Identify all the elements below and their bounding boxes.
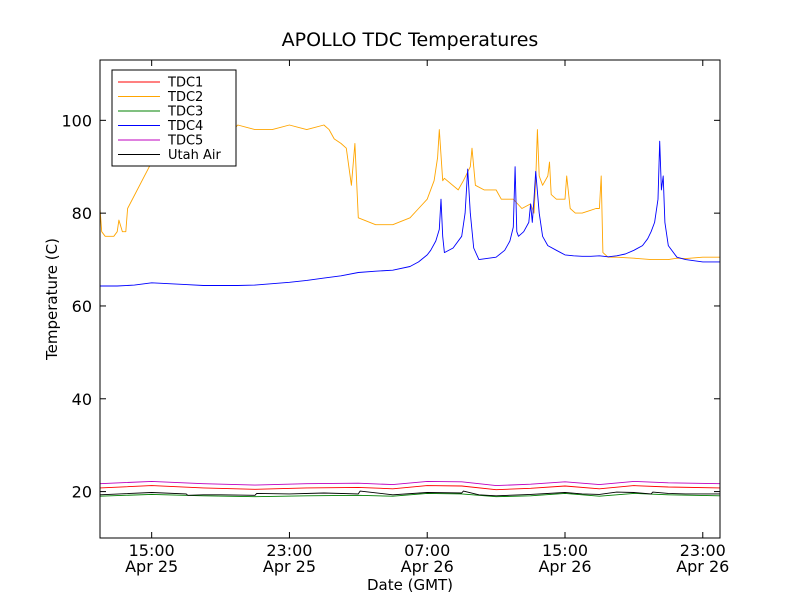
legend-label-tdc5: TDC5: [167, 134, 203, 149]
series-line-tdc1: [99, 485, 721, 491]
x-tick-label-date: Apr 26: [538, 557, 591, 576]
y-tick-label: 100: [61, 111, 92, 130]
y-tick-label: 80: [72, 204, 92, 223]
legend-label-utah-air: Utah Air: [168, 148, 221, 163]
chart-title: APOLLO TDC Temperatures: [282, 29, 539, 51]
y-tick-label: 20: [72, 483, 92, 502]
x-tick-label-date: Apr 25: [263, 557, 316, 576]
x-axis-label: Date (GMT): [367, 576, 453, 594]
x-tick-label-date: Apr 26: [401, 557, 454, 576]
series-line-utah-air: [99, 490, 720, 497]
y-tick-labels: 20 40 60 80 100: [61, 111, 92, 501]
series-layer: [99, 124, 721, 498]
legend-label-tdc2: TDC2: [167, 90, 203, 105]
x-tick-label-time: 15:00: [129, 541, 175, 560]
x-tick-label-time: 23:00: [266, 541, 312, 560]
legend-label-tdc3: TDC3: [167, 105, 203, 120]
y-tick-label: 60: [72, 297, 92, 316]
series-line-tdc5: [99, 480, 721, 487]
x-tick-label-time: 15:00: [542, 541, 588, 560]
series-line-tdc3: [99, 492, 721, 498]
x-tick-label-time: 07:00: [404, 541, 450, 560]
ticks-layer: [100, 60, 720, 538]
plot-frame: [99, 59, 721, 539]
legend-label-tdc4: TDC4: [167, 119, 203, 134]
legend-label-tdc1: TDC1: [167, 76, 203, 91]
y-axis-label: Temperature (C): [43, 238, 61, 361]
x-tick-label-date: Apr 25: [125, 557, 178, 576]
x-tick-label-time: 23:00: [680, 541, 726, 560]
y-tick-label: 40: [72, 390, 92, 409]
series-line-tdc4: [100, 140, 720, 287]
x-tick-label-date: Apr 26: [676, 557, 729, 576]
legend-box: [111, 69, 237, 167]
